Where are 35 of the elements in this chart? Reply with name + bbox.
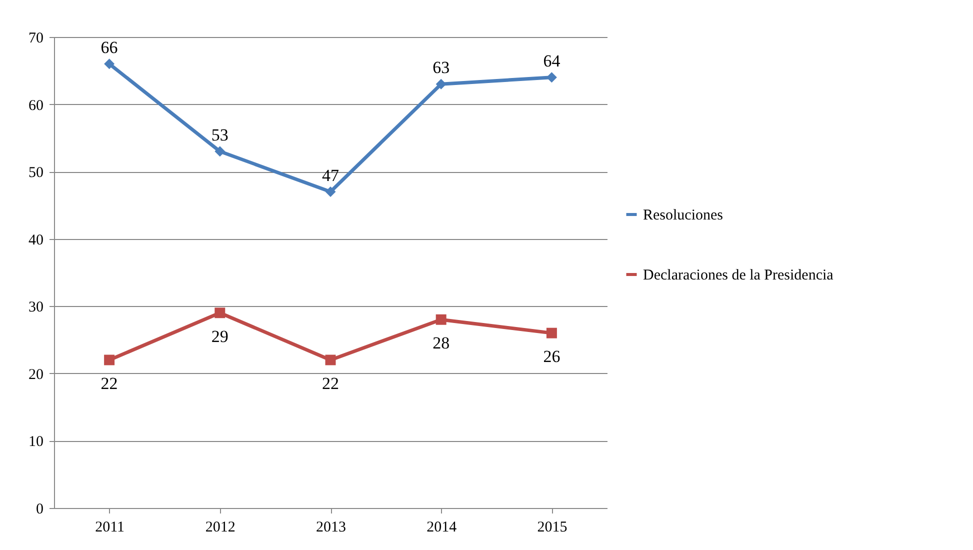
legend-label: Resoluciones xyxy=(643,208,724,224)
legend-label: Declaraciones de la Presidencia xyxy=(643,268,834,284)
data-label: 66 xyxy=(100,38,118,57)
y-tick-label: 60 xyxy=(28,98,44,114)
y-tick-label: 30 xyxy=(28,300,44,316)
x-tick-label: 2012 xyxy=(205,520,236,536)
point xyxy=(436,314,446,325)
data-label: 47 xyxy=(322,166,340,185)
point xyxy=(214,146,226,157)
point xyxy=(546,328,557,338)
y-tick-label: 50 xyxy=(28,165,44,182)
y-tick-label: 70 xyxy=(28,30,44,46)
y-tick-label: 10 xyxy=(28,434,44,450)
data-label: 28 xyxy=(432,334,450,353)
data-label: 26 xyxy=(543,347,560,366)
point xyxy=(325,186,336,197)
x-tick-label: 2014 xyxy=(426,520,458,536)
data-label: 63 xyxy=(432,58,450,78)
data-label: 64 xyxy=(543,51,561,70)
y-tick-label: 20 xyxy=(28,366,44,383)
point xyxy=(546,72,557,83)
point xyxy=(104,58,115,70)
point xyxy=(325,354,336,366)
data-label: 29 xyxy=(211,326,228,346)
x-tick-label: 2015 xyxy=(537,520,568,536)
y-tick-label: 40 xyxy=(28,232,44,248)
y-tick-label: 0 xyxy=(36,502,44,518)
data-label: 22 xyxy=(322,374,339,393)
x-tick-label: 2011 xyxy=(95,520,125,536)
x-tick-label: 2013 xyxy=(316,520,346,536)
point xyxy=(214,308,226,318)
point xyxy=(436,78,446,90)
data-label: 22 xyxy=(100,374,118,393)
data-label: 53 xyxy=(211,125,228,144)
point xyxy=(104,354,115,366)
